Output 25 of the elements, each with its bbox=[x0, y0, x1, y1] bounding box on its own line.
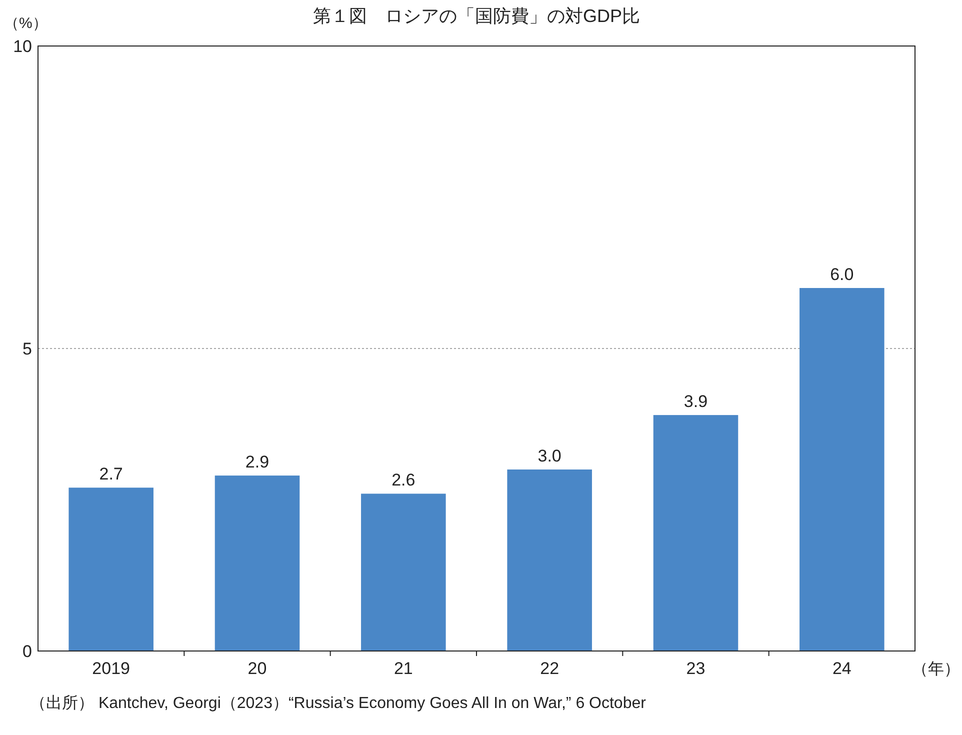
x-tick-label: 2019 bbox=[92, 659, 130, 678]
y-axis-title: （%） bbox=[4, 15, 48, 32]
text: （出所） Kantchev, Georgi（2023）“Russia’s Economy Goes All In on War,” 6 October bbox=[30, 694, 647, 712]
x-tick-label: 23 bbox=[686, 659, 706, 678]
x-tick-label: 24 bbox=[832, 659, 852, 678]
data-label: 2.6 bbox=[392, 470, 416, 490]
bar bbox=[507, 470, 592, 651]
data-label: 3.9 bbox=[684, 392, 708, 412]
x-tick-label: 21 bbox=[394, 659, 413, 678]
y-tick-label: 0 bbox=[22, 642, 32, 661]
chart-title: 第１図 ロシアの「国防費」の対GDP比 bbox=[312, 6, 640, 26]
x-tick-label: 22 bbox=[540, 659, 560, 678]
data-label: 2.9 bbox=[245, 452, 270, 472]
bar bbox=[68, 488, 154, 651]
data-label: 2.7 bbox=[99, 464, 123, 484]
data-label: 3.0 bbox=[538, 446, 562, 466]
bar bbox=[800, 288, 884, 651]
bar bbox=[361, 494, 446, 651]
x-tick-label: 20 bbox=[248, 659, 267, 678]
bar bbox=[653, 415, 738, 651]
y-tick-label: 10 bbox=[13, 37, 32, 56]
y-tick-label: 5 bbox=[22, 340, 32, 358]
data-label: 6.0 bbox=[830, 265, 854, 284]
bar bbox=[214, 476, 300, 651]
x-axis-title: （年） bbox=[912, 661, 960, 678]
